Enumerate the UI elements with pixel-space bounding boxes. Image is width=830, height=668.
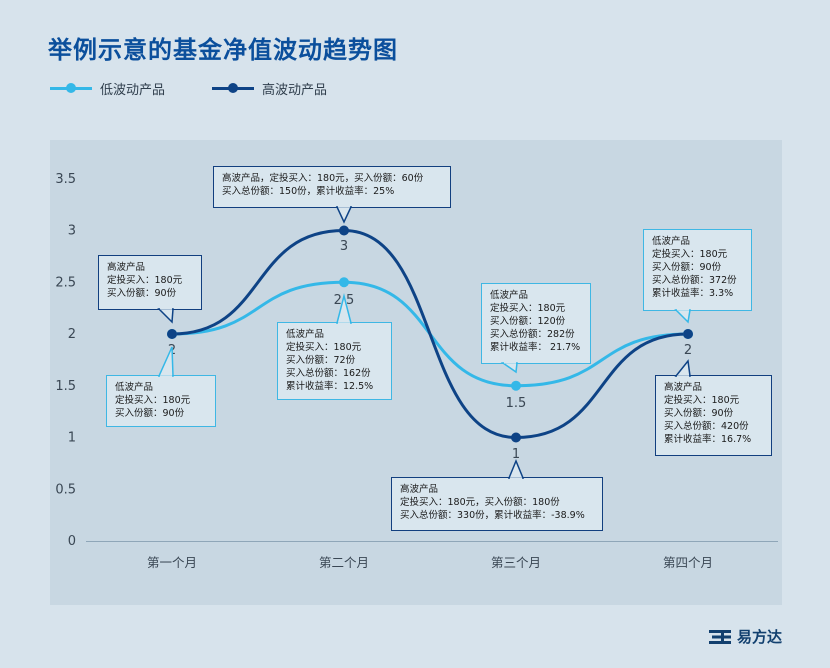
x-tick-label: 第四个月: [663, 555, 713, 570]
y-tick-label: 1.5: [55, 379, 76, 394]
annotation-line: 累计收益率：3.3%: [652, 288, 734, 299]
data-label-low: 2: [168, 343, 176, 358]
annotation-line: 买入份额：120份: [490, 316, 566, 327]
annotation-box-low: 低波产品定投买入：180元 买入份额：90份: [106, 375, 216, 427]
annotation-line: 定投买入：180元: [652, 249, 728, 260]
legend-swatch-high: [212, 79, 254, 97]
annotation-box-low: 低波产品定投买入：180元 买入份额：120份 买入总份额：282份 累计收益率： 2…: [481, 283, 591, 364]
x-tick-label: 第一个月: [147, 555, 197, 570]
chart-title: 举例示意的基金净值波动趋势图: [48, 36, 398, 64]
brand-logo: 易方达: [708, 626, 782, 647]
y-tick-label: 2: [68, 327, 76, 342]
annotation-box-low: 低波产品定投买入：180元 买入份额：90份买入总份额：372份 累计收益率：3.3…: [643, 229, 752, 311]
annotation-line: 高波产品: [400, 484, 439, 495]
series-line-high: [171, 228, 689, 440]
data-label-low: 2: [684, 343, 692, 358]
annotation-pointer-low: [336, 293, 352, 324]
annotation-line: 买入总份额：150份，累计收益率：25%: [222, 186, 395, 197]
y-tick-label: 3.5: [55, 172, 76, 187]
annotation-line: 低波产品: [115, 382, 154, 393]
annotation-line: 低波产品: [286, 329, 325, 340]
data-point-high: [167, 329, 177, 339]
annotation-line: 买入总份额：330份，累计收益率：-38.9%: [400, 510, 585, 521]
annotation-line: 买入份额：90份: [107, 288, 177, 299]
annotation-pointer-high: [674, 359, 691, 377]
annotation-line: 买入份额：90份: [652, 262, 722, 273]
legend-item-low: 低波动产品: [50, 78, 165, 98]
annotation-line: 低波产品: [490, 290, 529, 301]
annotation-box-high: 高波产品定投买入：180元 买入份额：90份买入总份额：420份 累计收益率：16.…: [655, 375, 772, 456]
annotation-line: 买入总份额：282份: [490, 329, 575, 340]
data-label-high: 1: [512, 447, 520, 462]
annotation-box-low: 低波产品定投买入：180元 买入份额：72份买入总份额：162份 累计收益率：12.…: [277, 322, 392, 400]
annotation-line: 定投买入：180元: [286, 342, 362, 353]
annotation-box-high: 高波产品定投买入：180元，买入份额：180份买入总份额：330份，累计收益率：…: [391, 477, 603, 531]
annotation-pointer-high: [335, 206, 353, 224]
annotation-line: 高波产品: [664, 382, 703, 393]
y-tick-label: 0.5: [55, 482, 76, 497]
annotation-line: 定投买入：180元: [115, 395, 191, 406]
data-label-low: 1.5: [506, 396, 527, 411]
legend-label-high: 高波动产品: [262, 82, 328, 98]
annotation-line: 买入份额：90份: [115, 408, 185, 419]
data-point-low: [167, 329, 177, 339]
y-tick-label: 3: [68, 224, 76, 239]
data-label-low: 2.5: [334, 293, 355, 308]
annotation-pointer-high: [157, 308, 174, 324]
brand-logo-text: 易方达: [736, 628, 782, 646]
legend-swatch-low: [50, 79, 92, 97]
annotation-pointer-low: [500, 362, 518, 374]
series-line-low: [171, 280, 689, 388]
annotation-line: 买入份额：90份: [664, 408, 734, 419]
y-tick-label: 1: [68, 431, 76, 446]
data-point-high: [683, 329, 693, 339]
annotation-line: 买入总份额：420份: [664, 421, 749, 432]
annotation-line: 低波产品: [652, 236, 691, 247]
annotation-box-high: 高波产品定投买入：180元 买入份额：90份: [98, 255, 202, 310]
annotation-line: 定投买入：180元，买入份额：180份: [400, 497, 560, 508]
annotation-pointer-high: [507, 459, 525, 479]
data-point-high: [339, 225, 349, 236]
annotation-line: 高波产品: [107, 262, 146, 273]
plot-area: [50, 140, 782, 605]
brand-logo-icon: [708, 629, 731, 644]
annotation-box-high: 高波产品，定投买入：180元，买入份额：60份 买入总份额：150份，累计收益率：…: [213, 166, 451, 208]
annotation-line: 累计收益率： 21.7%: [490, 342, 581, 353]
legend-label-low: 低波动产品: [100, 82, 166, 98]
data-point-low: [339, 277, 349, 288]
data-label-high: 3: [340, 239, 348, 254]
annotation-line: 定投买入：180元: [490, 303, 566, 314]
annotation-pointer-low: [157, 346, 174, 377]
annotation-line: 定投买入：180元: [664, 395, 740, 406]
x-tick-label: 第二个月: [319, 555, 369, 570]
annotation-line: 累计收益率：16.7%: [664, 434, 752, 445]
y-tick-label: 2.5: [55, 275, 76, 290]
annotation-line: 定投买入：180元: [107, 275, 183, 286]
y-tick-label: 0: [68, 534, 76, 549]
legend-item-high: 高波动产品: [212, 78, 327, 98]
annotation-line: 累计收益率：12.5%: [286, 381, 374, 392]
annotation-line: 高波产品，定投买入：180元，买入份额：60份: [222, 173, 424, 184]
annotation-pointer-low: [674, 309, 691, 324]
x-tick-label: 第三个月: [491, 555, 541, 570]
data-point-low: [683, 329, 693, 339]
annotation-line: 买入总份额：162份: [286, 368, 371, 379]
data-point-low: [511, 380, 521, 391]
annotation-line: 买入份额：72份: [286, 355, 356, 366]
data-point-high: [511, 432, 521, 443]
annotation-line: 买入总份额：372份: [652, 275, 737, 286]
